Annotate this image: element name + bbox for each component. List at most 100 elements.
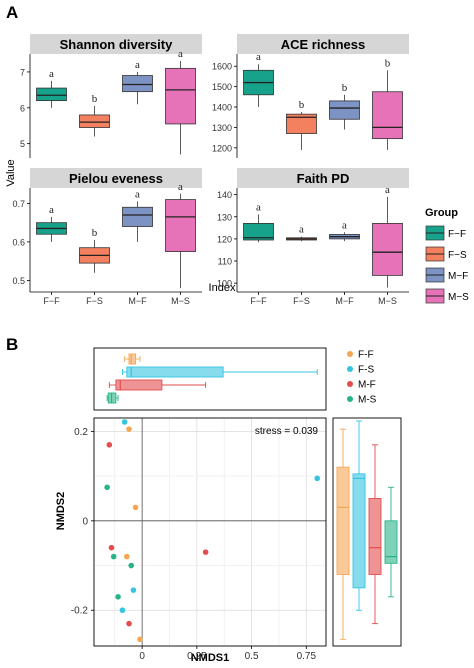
x-tick-label: M−S <box>378 296 397 306</box>
box-F−S: b <box>286 99 317 150</box>
legend-group: F−F F−S M−F M−S <box>425 225 469 304</box>
point-M-F <box>108 544 115 551</box>
legend-nmds-item-2: M-F <box>347 380 376 391</box>
significance-letter: a <box>178 48 183 60</box>
point-M-S <box>115 594 121 600</box>
facet-title: Faith PD <box>297 171 350 186</box>
scatter-frame <box>93 417 327 647</box>
y-tick-label: 1500 <box>212 82 232 92</box>
point-M-S <box>128 562 135 569</box>
y-tick-label: 0.2 <box>74 427 88 438</box>
significance-letter: a <box>135 188 140 200</box>
significance-letter: a <box>299 224 304 236</box>
marginal-y-box-F-F <box>336 428 350 640</box>
significance-letter: a <box>385 184 390 196</box>
x-tick-label: 0.75 <box>297 651 317 662</box>
x-tick-label: F−F <box>250 296 267 306</box>
top-marginal-frame <box>93 347 327 411</box>
marginal-x-box-M-F <box>108 379 207 391</box>
box-F−F: a <box>36 204 67 242</box>
point-F-F <box>124 553 130 560</box>
y-tick-label: 0.7 <box>12 199 25 209</box>
facet-3: Faith PD 100 110 120 130 140 a F−F a F−S a M−F a M−S <box>217 168 409 306</box>
x-axis-title-nmds1: NMDS1 <box>191 652 230 664</box>
y-tick-label: 0.6 <box>12 237 25 247</box>
box-iqr <box>372 91 403 140</box>
box-M−F: a <box>329 219 360 242</box>
point-M-S <box>104 484 110 491</box>
y-tick-label: 140 <box>217 190 232 200</box>
y-tick-label: 0.5 <box>12 276 25 286</box>
point-F-S <box>121 419 128 425</box>
nmds-plot: stress = 0.039 0 0.25 0.5 0.75 -0.2 0 0.2 <box>71 347 402 662</box>
facet-1: ACE richness 1200 1300 1400 1500 1600 a b b b <box>212 34 409 158</box>
legend-nmds-item-1: F-S <box>347 365 374 376</box>
box-iqr <box>126 366 224 378</box>
box-iqr <box>286 113 317 134</box>
significance-letter: b <box>299 99 305 111</box>
legend-label: M-S <box>358 395 377 406</box>
facet-title: ACE richness <box>281 37 366 52</box>
box-F−F: a <box>243 202 274 243</box>
box-iqr <box>128 353 137 365</box>
y-tick-label: 7 <box>20 67 25 77</box>
legend-label: M−F <box>448 271 468 282</box>
legend-dot <box>347 381 353 387</box>
right-marginal-frame <box>332 417 402 647</box>
y-tick-label: 130 <box>217 212 232 222</box>
significance-letter: a <box>135 59 140 71</box>
legend-item-3: M−S <box>425 288 469 304</box>
point-F-F <box>137 636 143 643</box>
y-axis-title-value: Value <box>5 159 17 186</box>
significance-letter: a <box>178 181 183 193</box>
box-F−S: b <box>79 93 110 137</box>
significance-letter: a <box>342 219 347 231</box>
box-iqr <box>384 520 398 564</box>
marginal-y-box-F-S <box>352 420 366 611</box>
facet-title: Shannon diversity <box>60 37 173 52</box>
legend-dot <box>347 366 353 372</box>
box-iqr <box>122 75 153 93</box>
legend-label: F-F <box>358 350 374 361</box>
point-M-F <box>106 442 113 448</box>
box-iqr <box>352 473 366 589</box>
box-iqr <box>122 206 153 227</box>
facet-strip <box>30 168 202 188</box>
legend-nmds: F-F F-S M-F M-S <box>347 350 377 406</box>
point-F-F <box>132 504 139 511</box>
box-iqr <box>165 67 196 125</box>
box-iqr <box>243 223 274 241</box>
y-tick-label: 1400 <box>212 103 232 113</box>
legend-item-2: M−F <box>425 267 468 283</box>
legend-label: F−F <box>448 229 466 240</box>
box-M−F: a <box>122 59 153 105</box>
x-tick-label: 0.5 <box>245 651 259 662</box>
box-M−F: a <box>122 188 153 242</box>
legend-dot <box>347 396 353 402</box>
significance-letter: a <box>49 68 54 80</box>
x-tick-label: F−S <box>293 296 310 306</box>
y-tick-label: 120 <box>217 234 232 244</box>
point-F-S <box>119 607 126 614</box>
significance-letter: b <box>385 57 391 69</box>
significance-letter: a <box>256 51 261 63</box>
legend-label: F−S <box>448 250 467 261</box>
x-tick-label: M−S <box>171 296 190 306</box>
significance-letter: b <box>92 93 98 105</box>
significance-letter: a <box>49 204 54 216</box>
point-F-F <box>126 426 132 432</box>
box-iqr <box>115 379 163 391</box>
panel-b-label: B <box>6 335 18 354</box>
point-M-F <box>126 620 132 627</box>
box-M−S: a <box>165 181 196 289</box>
y-tick-label: 5 <box>20 139 25 149</box>
point-M-F <box>202 549 209 555</box>
box-F−S: a <box>286 224 317 242</box>
x-axis-title-index: Index <box>209 282 236 294</box>
point-F-S <box>130 587 137 593</box>
facet-strip <box>237 168 409 188</box>
x-tick-label: 0.25 <box>187 651 207 662</box>
marginal-x-box-F-S <box>122 366 318 378</box>
box-iqr <box>79 114 110 128</box>
significance-letter: b <box>92 227 98 239</box>
